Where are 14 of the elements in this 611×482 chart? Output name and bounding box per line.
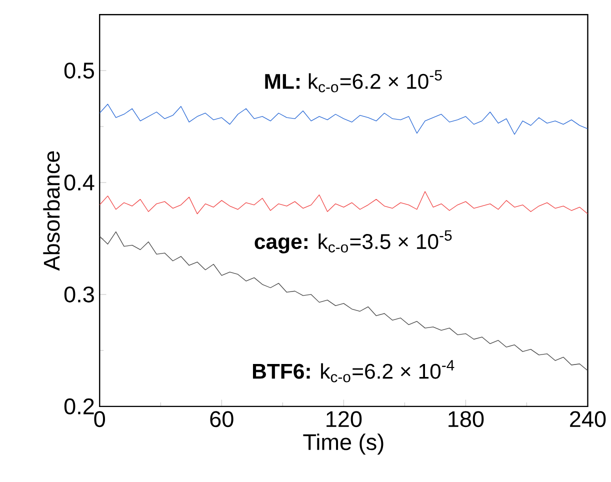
y-tick-label: 0.4 [64,174,94,190]
y-axis-title: Absorbance [43,151,60,271]
y-tick-label: 0.2 [64,398,94,414]
x-tick-label: 60 [210,411,234,428]
x-tick-label: 180 [448,411,484,428]
x-axis-title: Time (s) [303,434,384,455]
x-tick-label: 0 [94,411,106,428]
annotation: ML: k$_{c-o}$=6.2 × 10$^{-5}$ [265,70,442,92]
y-tick-label: 0.3 [64,286,94,302]
annotation: BTF6: k$_{c-o}$=6.2 × 10$^{-4}$ [252,360,454,382]
x-tick-label: 240 [570,411,606,428]
x-tick-label: 120 [326,411,362,428]
y-tick-label: 0.5 [64,62,94,79]
annotation: cage: k$_{c-o}$=3.5 × 10$^{-5}$ [254,230,452,254]
